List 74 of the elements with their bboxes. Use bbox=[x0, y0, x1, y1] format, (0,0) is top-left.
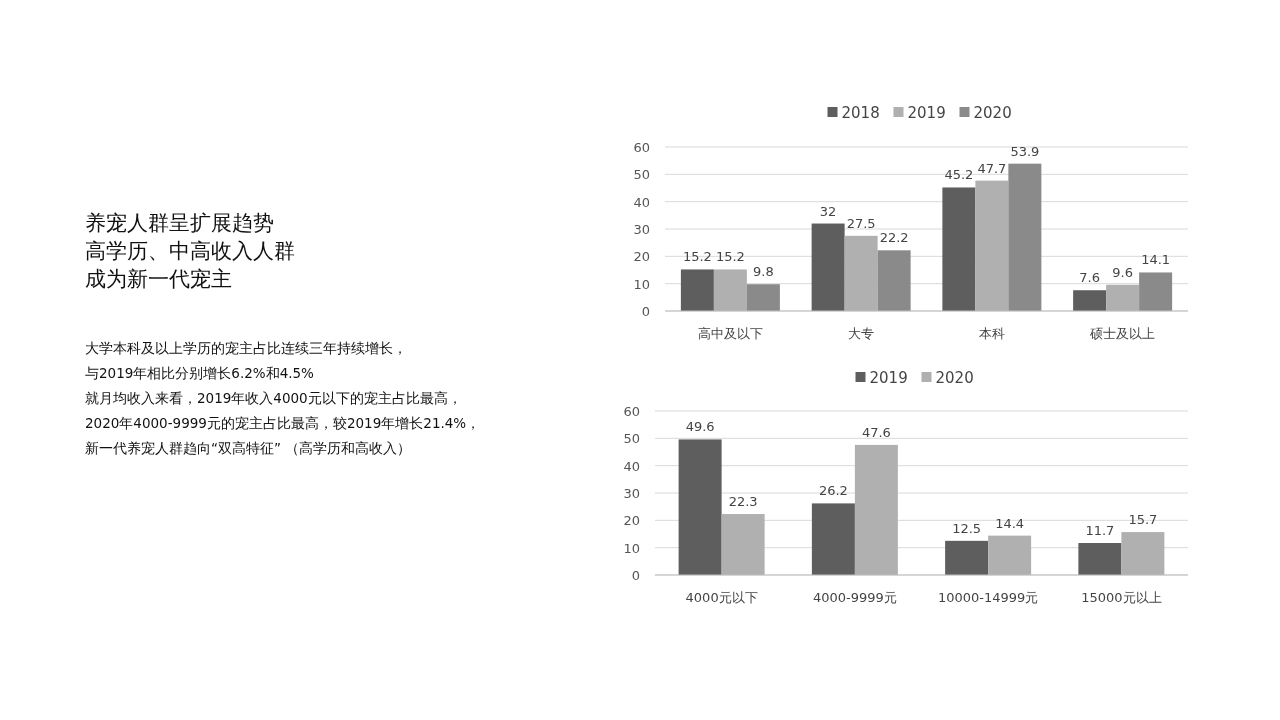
y-tick-label: 30 bbox=[633, 222, 650, 237]
text: 与2019年相比分别增长6.2%和4.5% bbox=[85, 365, 315, 381]
data-label: 7.6 bbox=[1079, 270, 1100, 286]
bar bbox=[988, 535, 1032, 575]
text: 高学历、中高收入人群成为新一代宠主 bbox=[85, 239, 295, 291]
data-label: 15.2 bbox=[682, 249, 712, 265]
x-tick-label: 10000-14999元 bbox=[937, 590, 1039, 605]
bar bbox=[975, 180, 1009, 311]
bar bbox=[942, 187, 976, 311]
y-tick-label: 10 bbox=[623, 540, 640, 556]
x-tick-label: 大专 bbox=[848, 326, 875, 341]
y-tick-label: 20 bbox=[623, 513, 640, 529]
bar bbox=[811, 223, 845, 311]
data-label: 45.2 bbox=[944, 167, 974, 183]
legend-label: 2020 bbox=[973, 104, 1012, 122]
data-label: 14.1 bbox=[1141, 252, 1171, 268]
text: 大学本科及以上学历的宠主占比连续三年持续增长， bbox=[85, 340, 407, 356]
x-tick-label: 本科 bbox=[978, 326, 1005, 341]
x-tick-label: 4000-9999元 bbox=[812, 590, 897, 605]
data-label: 47.7 bbox=[977, 160, 1007, 176]
y-tick-label: 20 bbox=[633, 249, 650, 265]
data-label: 11.7 bbox=[1085, 523, 1115, 539]
y-tick-label: 0 bbox=[631, 568, 640, 583]
x-tick-label: 硕士及以上 bbox=[1089, 326, 1156, 341]
data-label: 15.2 bbox=[715, 249, 745, 265]
bar bbox=[844, 235, 878, 311]
bar bbox=[877, 250, 911, 311]
bar bbox=[1073, 290, 1107, 311]
y-tick-label: 60 bbox=[623, 404, 640, 419]
bar bbox=[945, 540, 989, 575]
bar bbox=[678, 439, 722, 575]
y-tick-label: 60 bbox=[633, 140, 650, 155]
data-label: 49.6 bbox=[685, 419, 715, 435]
text: 新一代养宠人群趋向“双高特征” （高学历和高收入） bbox=[85, 440, 412, 456]
text: 养宠人群呈扩展趋势 bbox=[85, 211, 274, 235]
y-tick-label: 40 bbox=[633, 194, 650, 210]
data-label: 9.6 bbox=[1112, 264, 1133, 280]
data-label: 47.6 bbox=[861, 424, 891, 440]
data-label: 14.4 bbox=[995, 515, 1025, 531]
data-label: 27.5 bbox=[846, 215, 876, 231]
legend-label: 2019 bbox=[869, 369, 908, 387]
y-tick-label: 50 bbox=[623, 431, 640, 447]
data-label: 53.9 bbox=[1010, 143, 1040, 159]
data-label: 26.2 bbox=[818, 483, 848, 499]
data-label: 9.8 bbox=[753, 264, 774, 280]
text: 2020年4000-9999元的宠主占比最高，较2019年增长21.4%， bbox=[85, 415, 481, 431]
bar bbox=[811, 503, 855, 575]
data-label: 15.7 bbox=[1128, 512, 1158, 528]
bar bbox=[746, 284, 780, 311]
bar bbox=[1008, 163, 1042, 311]
y-tick-label: 0 bbox=[641, 304, 650, 319]
legend-label: 2020 bbox=[935, 369, 974, 387]
bar bbox=[713, 269, 747, 311]
y-tick-label: 30 bbox=[623, 486, 640, 501]
bar bbox=[1139, 272, 1173, 311]
x-tick-label: 15000元以上 bbox=[1081, 590, 1162, 605]
y-tick-label: 10 bbox=[633, 276, 650, 292]
y-tick-label: 40 bbox=[623, 458, 640, 474]
bar bbox=[854, 444, 898, 575]
data-label: 22.3 bbox=[728, 494, 758, 510]
bar bbox=[1078, 543, 1122, 575]
bar bbox=[1121, 532, 1165, 575]
x-tick-label: 4000元以下 bbox=[685, 590, 758, 605]
legend-label: 2018 bbox=[841, 104, 880, 122]
bar bbox=[680, 269, 714, 311]
legend-label: 2019 bbox=[907, 104, 946, 122]
y-tick-label: 50 bbox=[633, 167, 650, 183]
data-label: 22.2 bbox=[879, 230, 909, 246]
x-tick-label: 高中及以下 bbox=[697, 326, 763, 341]
data-label: 32 bbox=[819, 203, 837, 219]
text: 就月均收入来看，2019年收入4000元以下的宠主占比最高， bbox=[85, 390, 462, 406]
bar bbox=[1106, 284, 1140, 311]
data-label: 12.5 bbox=[952, 520, 982, 536]
bar bbox=[721, 514, 765, 575]
